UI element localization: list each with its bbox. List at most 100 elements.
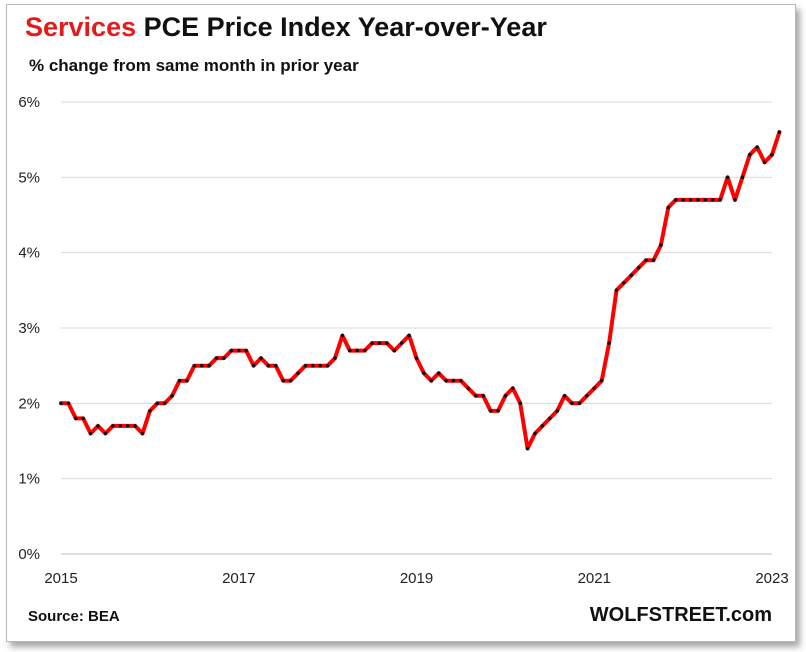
y-tick-label: 2% xyxy=(18,395,40,412)
chart-frame xyxy=(6,4,796,642)
data-point xyxy=(666,205,671,210)
y-tick-label: 3% xyxy=(18,320,40,337)
data-point xyxy=(170,394,174,398)
data-point xyxy=(444,378,448,383)
data-point xyxy=(237,348,241,353)
data-point xyxy=(81,416,85,421)
data-point xyxy=(407,333,411,338)
data-point xyxy=(370,341,374,345)
data-point xyxy=(585,394,589,398)
data-point xyxy=(577,401,582,406)
data-point xyxy=(214,356,219,360)
data-point xyxy=(162,401,167,406)
data-point xyxy=(436,371,441,376)
data-point xyxy=(429,378,434,383)
data-point xyxy=(466,386,471,391)
data-point xyxy=(496,409,500,413)
data-point xyxy=(229,348,234,353)
data-point xyxy=(155,401,160,406)
data-point xyxy=(59,401,63,406)
x-tick-label: 2017 xyxy=(222,570,255,587)
data-point xyxy=(244,348,248,353)
data-point xyxy=(740,175,745,180)
data-point xyxy=(377,341,382,345)
data-point xyxy=(148,409,152,413)
data-point xyxy=(118,424,123,428)
data-point xyxy=(777,130,782,134)
data-point xyxy=(103,431,108,436)
data-point xyxy=(281,378,286,383)
data-point xyxy=(185,378,189,383)
brand-logo-text: WOLFSTREET.com xyxy=(589,604,772,626)
x-tick-label: 2019 xyxy=(400,570,433,587)
data-point xyxy=(688,198,693,202)
data-point xyxy=(259,356,263,360)
data-point xyxy=(318,363,323,368)
data-point xyxy=(362,348,367,353)
series-group xyxy=(59,130,782,451)
y-tick-label: 4% xyxy=(18,245,40,262)
data-point xyxy=(592,386,597,391)
y-axis-ticks: 0% 1% 2% 3% 4% 5% 6% xyxy=(18,94,40,563)
data-point xyxy=(570,401,574,406)
data-point xyxy=(503,394,508,398)
data-point xyxy=(133,424,137,428)
data-point xyxy=(192,363,197,368)
data-point xyxy=(555,409,559,413)
data-point xyxy=(74,416,78,421)
data-point xyxy=(311,363,315,368)
data-point xyxy=(673,198,678,202)
x-tick-label: 2015 xyxy=(44,570,77,587)
data-point xyxy=(762,160,767,165)
data-point xyxy=(199,363,204,368)
data-point xyxy=(725,175,730,180)
y-tick-label: 1% xyxy=(18,471,40,488)
data-point xyxy=(66,401,71,406)
data-point xyxy=(111,424,115,428)
chart-title: Services PCE Price Index Year-over-Year xyxy=(25,12,547,43)
data-point xyxy=(562,394,567,398)
data-point xyxy=(399,341,404,345)
data-point xyxy=(474,394,478,398)
data-point xyxy=(88,431,93,436)
data-point xyxy=(488,409,493,413)
data-point xyxy=(548,416,552,421)
data-point xyxy=(274,363,278,368)
data-point xyxy=(644,258,648,263)
data-point xyxy=(681,198,685,202)
data-point xyxy=(525,446,530,451)
y-tick-label: 5% xyxy=(18,169,40,186)
data-point xyxy=(325,363,330,368)
y-tick-label: 0% xyxy=(18,546,40,563)
source-note: Source: BEA xyxy=(28,608,120,625)
chart-subtitle: % change from same month in prior year xyxy=(29,56,359,75)
data-point xyxy=(599,378,604,383)
data-point xyxy=(696,198,700,202)
data-point xyxy=(355,348,360,353)
data-point xyxy=(288,378,293,383)
data-point xyxy=(511,386,515,391)
data-point xyxy=(459,378,463,383)
data-point xyxy=(140,431,145,436)
data-point xyxy=(303,363,308,368)
data-point xyxy=(451,378,456,383)
data-point xyxy=(533,431,537,436)
data-point xyxy=(770,152,774,157)
chart-title-rest: PCE Price Index Year-over-Year xyxy=(136,12,547,42)
gridlines xyxy=(61,101,772,555)
x-axis-ticks: 2015 2017 2019 2021 2023 xyxy=(44,570,788,587)
data-point xyxy=(296,371,300,376)
data-point xyxy=(177,378,182,383)
data-point xyxy=(125,424,130,428)
chart-title-highlight: Services xyxy=(25,12,137,42)
data-point xyxy=(222,356,226,360)
data-point xyxy=(251,363,256,368)
data-point xyxy=(392,348,397,353)
data-point xyxy=(481,394,486,398)
data-point xyxy=(340,333,345,338)
x-tick-label: 2023 xyxy=(755,570,788,587)
data-point xyxy=(266,363,271,368)
data-point xyxy=(659,243,663,247)
data-point xyxy=(540,424,545,428)
